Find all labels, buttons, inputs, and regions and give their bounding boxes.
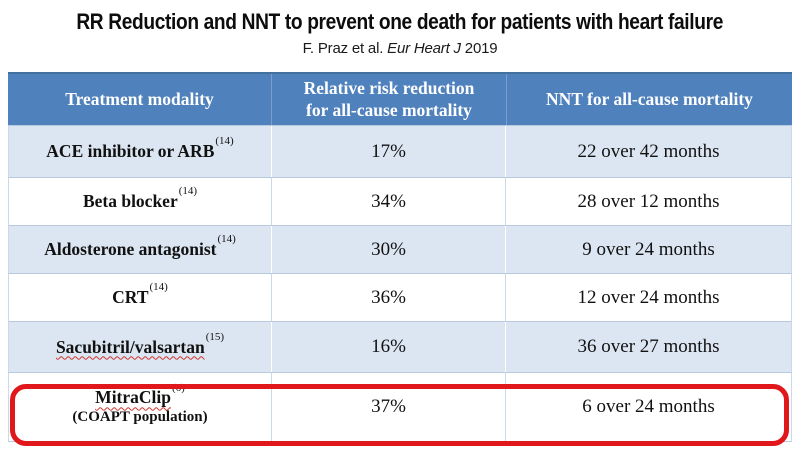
rrr-cell: 37% [272,373,506,441]
table-row-sacubitril-valsartan: Sacubitril/valsartan(15) 16% 36 over 27 … [8,321,792,372]
slide-title-text: RR Reduction and NNT to prevent one deat… [76,9,724,34]
treatment-name: Aldosterone antagonist(14) [44,234,236,260]
treatment-cell: CRT(14) [9,274,272,321]
citation-authors: F. Praz et al. [302,40,384,57]
col-header-nnt-label: NNT for all-cause mortality [546,88,753,109]
nnt-cell: 36 over 27 months [577,336,720,357]
reference-superscript: (14) [215,135,234,148]
nnt-cell: 22 over 42 months [577,140,720,162]
col-header-treatment-label: Treatment modality [65,88,214,109]
treatment-name: ACE inhibitor or ARB(14) [46,136,233,162]
citation-year: 2019 [464,40,498,57]
treatment-cell: Sacubitril/valsartan(15) [9,322,272,372]
slide-subtitle: F. Praz et al. Eur Heart J 2019 [0,40,800,57]
treatment-label: Beta blocker [82,191,178,211]
rrr-cell: 16% [272,322,506,372]
treatment-cell: MitraClip(6) (COAPT population) [9,373,272,441]
col-header-treatment: Treatment modality [8,74,272,125]
table-row-beta-blocker: Beta blocker(14) 34% 28 over 12 months [8,177,792,225]
rrr-cell: 36% [272,274,506,321]
nnt-cell: 9 over 24 months [582,238,715,260]
treatment-name: Beta blocker(14) [82,186,197,212]
nnt-cell: 12 over 24 months [577,286,720,308]
treatment-label: Aldosterone antagonist [44,239,217,259]
table-row-mitraclip: MitraClip(6) (COAPT population) 37% 6 ov… [8,372,792,442]
treatment-cell: Aldosterone antagonist(14) [9,226,272,273]
col-header-rrr-line1: Relative risk reduction [303,78,475,99]
treatment-table: Treatment modality Relative risk reducti… [8,72,792,442]
col-header-rrr: Relative risk reduction for all-cause mo… [272,74,507,125]
reference-superscript: (14) [217,233,236,246]
slide-title: RR Reduction and NNT to prevent one deat… [0,9,800,35]
treatment-cell: ACE inhibitor or ARB(14) [9,126,272,177]
treatment-label: Sacubitril/valsartan [55,336,205,357]
reference-superscript: (14) [178,185,198,198]
col-header-rrr-line2: for all-cause mortality [306,99,472,120]
rrr-cell: 34% [272,178,506,225]
table-row-ace-inhibitor: ACE inhibitor or ARB(14) 17% 22 over 42 … [8,125,792,177]
nnt-cell: 6 over 24 months [582,396,715,417]
rrr-cell: 30% [272,226,506,273]
treatment-name: CRT(14) [112,282,168,308]
treatment-label: MitraClip [95,387,171,408]
table-row-aldosterone-antagonist: Aldosterone antagonist(14) 30% 9 over 24… [8,225,792,273]
reference-superscript: (15) [205,330,225,343]
table-row-crt: CRT(14) 36% 12 over 24 months [8,273,792,321]
table-header-row: Treatment modality Relative risk reducti… [8,72,792,125]
nnt-cell: 28 over 12 months [577,190,720,212]
treatment-label: CRT [112,287,149,307]
reference-superscript: (14) [149,281,168,294]
citation-journal: Eur Heart J [387,40,461,57]
rrr-cell: 17% [272,126,506,177]
treatment-name: Sacubitril/valsartan(15) [55,331,224,358]
col-header-nnt: NNT for all-cause mortality [507,74,792,125]
treatment-note: (COAPT population) [72,409,208,426]
treatment-label: ACE inhibitor or ARB [46,141,215,161]
reference-superscript: (6) [172,381,185,394]
treatment-cell: Beta blocker(14) [9,178,272,225]
treatment-name: MitraClip(6) [95,382,185,408]
